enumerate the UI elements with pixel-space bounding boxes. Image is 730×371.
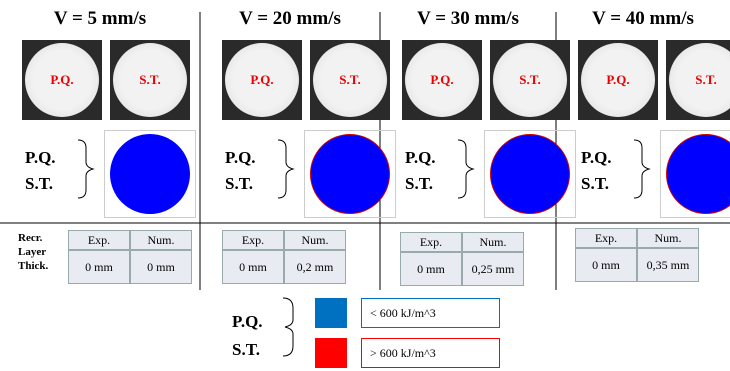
bracket xyxy=(634,140,649,198)
photo-label: S.T. xyxy=(493,43,567,117)
legend-swatch xyxy=(315,338,347,368)
specimen-photo: S.T. xyxy=(110,40,190,120)
specimen-photo: P.Q. xyxy=(22,40,102,120)
table-value: 0,2 mm xyxy=(284,250,346,284)
bracket xyxy=(283,298,293,356)
photo-label: P.Q. xyxy=(581,43,655,117)
photo-label: S.T. xyxy=(113,43,187,117)
legend-text: < 600 kJ/m^3 xyxy=(361,298,500,328)
table-value: 0 mm xyxy=(68,250,130,284)
bracket xyxy=(458,140,473,198)
side-label: S.T. xyxy=(581,174,609,194)
result-circle xyxy=(110,134,190,214)
row-label: Recr. xyxy=(18,232,42,244)
table-value: 0 mm xyxy=(575,248,637,282)
legend-group-label: S.T. xyxy=(232,340,260,360)
specimen-photo: P.Q. xyxy=(402,40,482,120)
table-header: Exp. xyxy=(400,232,462,252)
column-title: V = 40 mm/s xyxy=(556,8,730,30)
specimen-photo: S.T. xyxy=(490,40,570,120)
table-header: Num. xyxy=(637,228,699,248)
side-label: P.Q. xyxy=(405,148,436,168)
row-label: Layer xyxy=(18,246,46,258)
table-header: Num. xyxy=(462,232,524,252)
specimen-photo: P.Q. xyxy=(578,40,658,120)
bracket xyxy=(78,140,93,198)
photo-label: P.Q. xyxy=(25,43,99,117)
table-header: Num. xyxy=(284,230,346,250)
bracket xyxy=(278,140,293,198)
specimen-photo: P.Q. xyxy=(222,40,302,120)
table-header: Exp. xyxy=(68,230,130,250)
side-label: S.T. xyxy=(225,174,253,194)
legend-group-label: P.Q. xyxy=(232,312,263,332)
table-value: 0,35 mm xyxy=(637,248,699,282)
figure: V = 5 mm/sP.Q.S.T.P.Q.S.T.Exp.Num.0 mm0 … xyxy=(0,0,730,371)
table-value: 0,25 mm xyxy=(462,252,524,286)
photo-label: S.T. xyxy=(669,43,730,117)
legend-swatch xyxy=(315,298,347,328)
column-title: V = 5 mm/s xyxy=(0,8,200,30)
table-header: Num. xyxy=(130,230,192,250)
photo-label: P.Q. xyxy=(225,43,299,117)
result-circle xyxy=(310,134,390,214)
side-label: P.Q. xyxy=(225,148,256,168)
table-header: Exp. xyxy=(222,230,284,250)
row-label: Thick. xyxy=(18,260,48,272)
side-label: S.T. xyxy=(405,174,433,194)
photo-label: P.Q. xyxy=(405,43,479,117)
legend-text: > 600 kJ/m^3 xyxy=(361,338,500,368)
specimen-photo: S.T. xyxy=(310,40,390,120)
side-label: P.Q. xyxy=(581,148,612,168)
table-value: 0 mm xyxy=(222,250,284,284)
specimen-photo: S.T. xyxy=(666,40,730,120)
column-title: V = 30 mm/s xyxy=(380,8,556,30)
table-value: 0 mm xyxy=(130,250,192,284)
result-circle xyxy=(490,134,570,214)
table-header: Exp. xyxy=(575,228,637,248)
side-label: S.T. xyxy=(25,174,53,194)
photo-label: S.T. xyxy=(313,43,387,117)
side-label: P.Q. xyxy=(25,148,56,168)
column-title: V = 20 mm/s xyxy=(200,8,380,30)
table-value: 0 mm xyxy=(400,252,462,286)
